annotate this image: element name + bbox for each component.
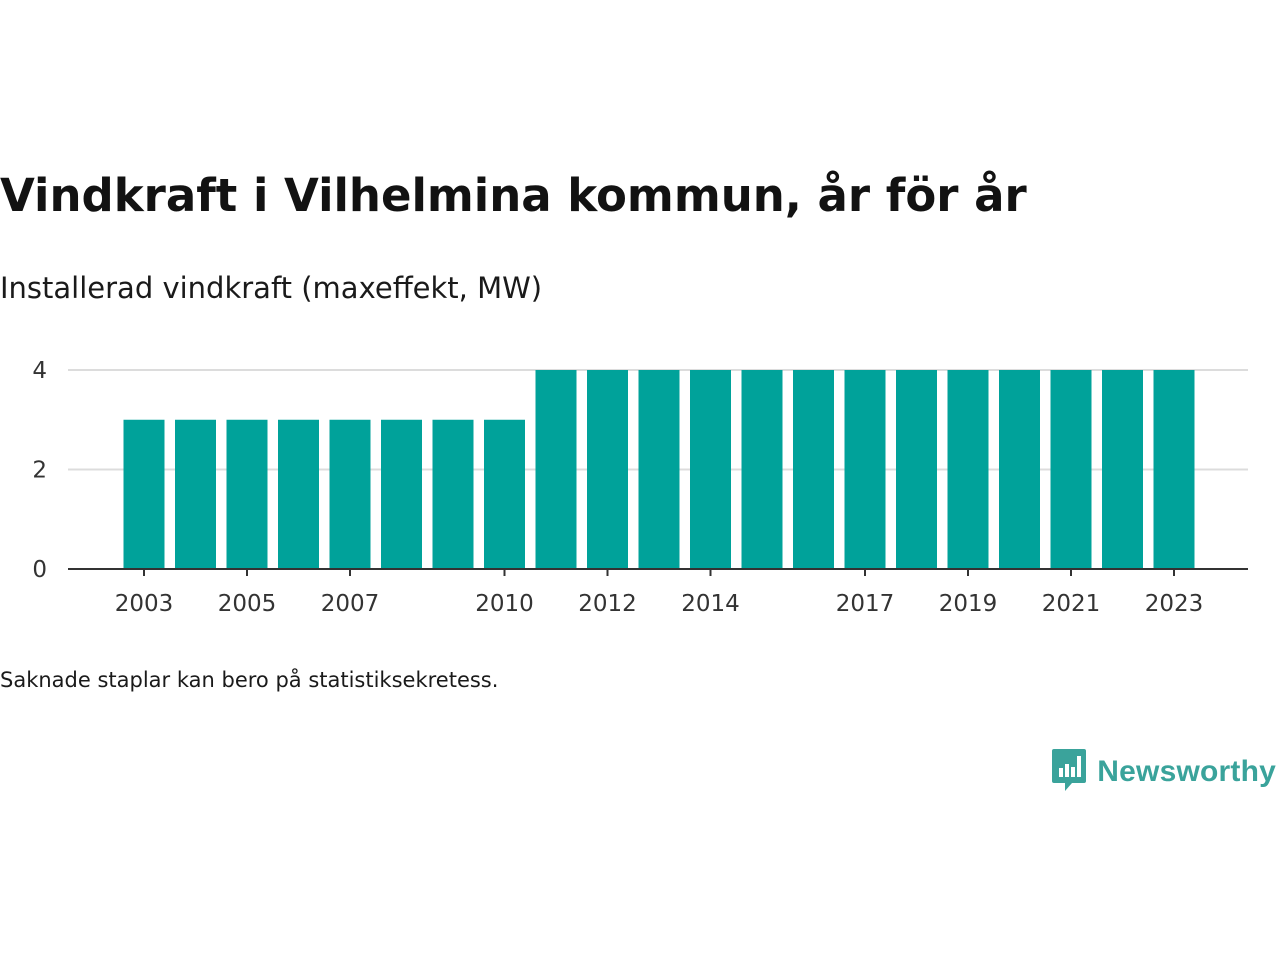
chart-subtitle: Installerad vindkraft (maxeffekt, MW) [0,271,543,305]
bar-2012 [587,370,628,569]
bar-2009 [432,419,474,569]
bar-2019 [947,370,989,569]
bar-2021 [1050,370,1092,569]
bar-2015 [741,370,783,569]
bar-2020 [999,370,1040,569]
chart-title: Vindkraft i Vilhelmina kommun, år för år [0,169,1027,222]
newsworthy-logo-icon [1051,748,1087,796]
bar-2008 [381,419,422,569]
x-tick-label: 2023 [1145,591,1204,617]
x-tick-label: 2007 [321,591,380,617]
x-tick-label: 2010 [475,591,534,617]
bar-2016 [793,370,834,569]
x-tick-label: 2017 [836,591,895,617]
x-tick-label: 2021 [1042,591,1101,617]
footnote: Saknade staplar kan bero på statistiksek… [0,668,499,692]
bar-2022 [1102,370,1143,569]
bar-chart: 0 2 4 2003 2005 2007 2010 2012 2014 2017 2019 2021 2… [32,358,1248,617]
x-tick-label: 2019 [939,591,998,617]
bar-2004 [175,419,216,569]
x-tick-label: 2005 [218,591,277,617]
bar-2018 [896,370,937,569]
bar-2003 [123,419,165,569]
bar-2005 [226,419,268,569]
y-tick-label: 4 [32,358,47,384]
bar-2023 [1153,370,1195,569]
bar-2010 [484,419,525,569]
x-tick-label: 2003 [115,591,174,617]
brand-name: Newsworthy [1097,755,1276,788]
bar-2017 [844,370,886,569]
bar-2011 [535,370,577,569]
tick-labels: 0 2 4 2003 2005 2007 2010 2012 2014 2017 2019 2021 2… [32,358,1203,617]
bar-2014 [690,370,731,569]
bars [123,370,1195,569]
x-tick-label: 2012 [578,591,637,617]
x-tick-label: 2014 [681,591,740,617]
bar-2006 [278,419,319,569]
bar-2007 [329,419,371,569]
y-tick-label: 0 [32,557,47,583]
bar-2013 [638,370,680,569]
brand: Newsworthy [1051,748,1276,796]
axes [68,568,1248,576]
y-tick-label: 2 [32,458,47,484]
